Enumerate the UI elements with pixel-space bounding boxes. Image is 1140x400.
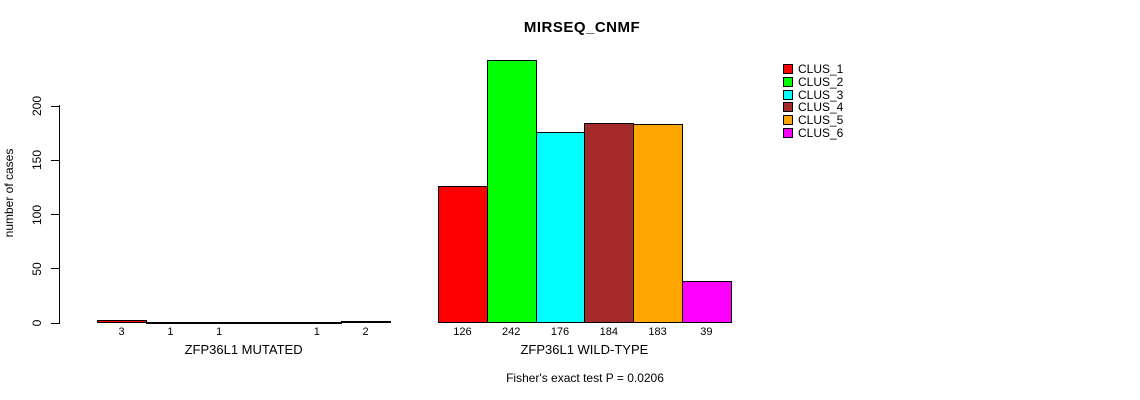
y-axis-tick bbox=[51, 322, 59, 324]
legend: CLUS_1 CLUS_2 CLUS_3 CLUS_4 CLUS_5 CLUS_6 bbox=[783, 63, 843, 139]
legend-swatch-icon bbox=[783, 89, 793, 100]
bar-clus-4-group1 bbox=[584, 123, 635, 323]
bar-value-label: 126 bbox=[453, 326, 472, 338]
bar-value-label: 183 bbox=[648, 326, 667, 338]
bar-clus-4-group0 bbox=[243, 322, 294, 324]
bar-clus-6-group1 bbox=[682, 280, 732, 323]
y-axis-tick bbox=[51, 268, 59, 270]
bar-clus-5-group1 bbox=[633, 124, 683, 323]
legend-swatch-icon bbox=[783, 102, 793, 113]
legend-item-clus-1: CLUS_1 bbox=[783, 63, 843, 76]
bar-value-label: 3 bbox=[118, 326, 125, 338]
legend-item-clus-2: CLUS_2 bbox=[783, 76, 843, 89]
legend-item-clus-5: CLUS_5 bbox=[783, 114, 843, 127]
bar-value-label: 1 bbox=[167, 326, 174, 338]
legend-swatch-icon bbox=[783, 127, 793, 138]
group-label-wild-type: ZFP36L1 WILD-TYPE bbox=[520, 342, 649, 357]
bar-clus-6-group0 bbox=[341, 320, 391, 323]
bar-clus-1-group0 bbox=[97, 319, 147, 323]
y-axis-label: number of cases bbox=[2, 148, 16, 238]
legend-item-clus-3: CLUS_3 bbox=[783, 88, 843, 101]
bar-value-label: 2 bbox=[362, 326, 369, 338]
fisher-test-annotation: Fisher's exact test P = 0.0206 bbox=[506, 371, 664, 385]
y-tick-label: 150 bbox=[30, 150, 44, 171]
bar-value-label: 1 bbox=[313, 326, 320, 338]
group-label-mutated: ZFP36L1 MUTATED bbox=[184, 342, 303, 357]
bar-value-label: 242 bbox=[502, 326, 521, 338]
bar-clus-3-group0 bbox=[194, 321, 245, 324]
y-tick-label: 50 bbox=[30, 262, 44, 276]
legend-label: CLUS_3 bbox=[798, 87, 844, 102]
bar-value-label: 39 bbox=[700, 326, 713, 338]
bar-clus-2-group0 bbox=[146, 321, 196, 324]
legend-swatch-icon bbox=[783, 115, 793, 126]
legend-swatch-icon bbox=[783, 64, 793, 75]
bar-clus-3-group1 bbox=[535, 132, 586, 323]
bar-value-label: 1 bbox=[216, 326, 223, 338]
y-axis-tick bbox=[51, 105, 59, 107]
y-tick-label: 0 bbox=[30, 319, 44, 327]
legend-label: CLUS_2 bbox=[798, 75, 844, 90]
chart-title: MIRSEQ_CNMF bbox=[523, 19, 641, 36]
bar-value-label: 176 bbox=[550, 326, 570, 338]
legend-item-clus-4: CLUS_4 bbox=[783, 101, 843, 114]
y-axis-tick bbox=[51, 159, 59, 161]
bar-value-label: 184 bbox=[599, 326, 618, 338]
legend-swatch-icon bbox=[783, 77, 793, 88]
bar-clus-1-group1 bbox=[438, 186, 488, 323]
y-tick-label: 100 bbox=[30, 204, 44, 225]
y-axis-tick bbox=[51, 214, 59, 215]
y-axis-line bbox=[59, 105, 60, 324]
legend-label: CLUS_6 bbox=[798, 125, 844, 140]
legend-label: CLUS_1 bbox=[798, 62, 844, 77]
bar-clus-2-group1 bbox=[486, 60, 537, 323]
y-tick-label: 200 bbox=[30, 95, 44, 117]
legend-label: CLUS_5 bbox=[798, 113, 844, 128]
legend-label: CLUS_4 bbox=[798, 100, 844, 115]
bar-clus-5-group0 bbox=[292, 321, 343, 324]
legend-item-clus-6: CLUS_6 bbox=[783, 126, 843, 139]
